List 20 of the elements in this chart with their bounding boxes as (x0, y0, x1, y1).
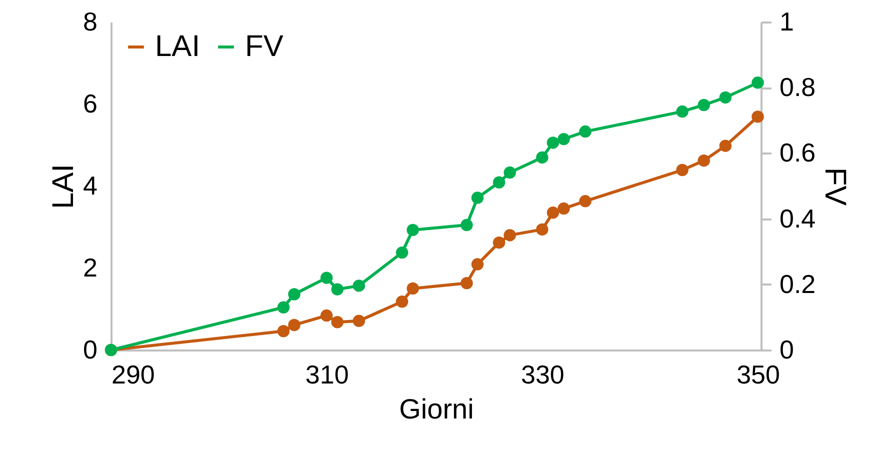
x-tick-label: 310 (305, 360, 349, 390)
x-tick-label: 350 (736, 360, 780, 390)
x-tick-label: 330 (520, 360, 564, 390)
y2-tick-label: 0.8 (780, 72, 816, 102)
legend-label: FV (245, 30, 284, 63)
y-tick-label: 6 (83, 88, 98, 118)
x-tick-label: 290 (112, 360, 155, 390)
y-tick-label: 2 (83, 252, 98, 282)
x-axis-title: Giorni (399, 394, 474, 424)
y2-axis-title: FV (818, 167, 852, 206)
y2-tick-label: 0.4 (780, 203, 816, 234)
legend-label: LAI (155, 30, 200, 63)
y2-tick-label: 0 (780, 334, 794, 364)
y-tick-label: 8 (83, 6, 98, 36)
y2-tick-label: 0.2 (780, 268, 816, 299)
y2-tick-label: 0.6 (780, 138, 816, 168)
y-tick-label: 4 (83, 170, 98, 200)
y-axis-title: LAI (47, 164, 80, 210)
y2-tick-label: 1 (780, 6, 794, 36)
y-tick-label: 0 (83, 334, 98, 364)
